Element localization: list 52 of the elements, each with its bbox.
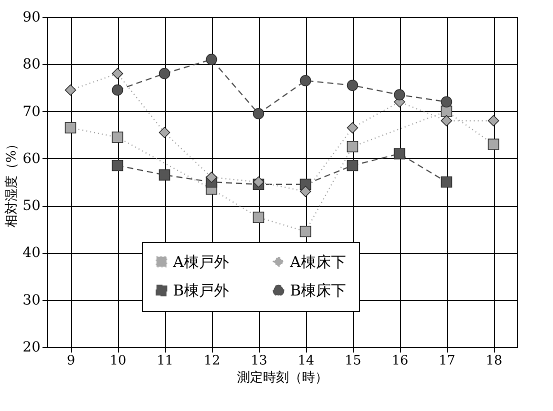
y-tick-label: 20 — [22, 340, 40, 356]
x-tick-label: 9 — [66, 354, 76, 368]
point — [206, 172, 218, 183]
y-tick-label: 60 — [22, 150, 40, 167]
point — [158, 68, 170, 80]
x-tick-label: 11 — [156, 354, 174, 368]
point — [394, 148, 406, 160]
point — [158, 126, 170, 138]
x-tick-label: 15 — [344, 354, 362, 368]
point — [300, 226, 312, 238]
y-tick-label: 50 — [22, 198, 40, 214]
legend-label: B棟戸外 — [173, 282, 230, 300]
y-tick-label: 80 — [22, 56, 40, 73]
point — [252, 108, 264, 120]
x-tick-label: 18 — [486, 354, 502, 368]
y-tick-label: 90 — [22, 10, 40, 26]
x-tick-label: 10 — [110, 354, 126, 368]
point — [300, 186, 312, 198]
legend-label: B棟床下 — [290, 282, 346, 300]
point — [346, 160, 358, 172]
point — [346, 80, 358, 91]
point — [346, 141, 358, 152]
point — [112, 84, 124, 96]
point — [112, 160, 124, 172]
point — [488, 115, 500, 126]
point — [440, 176, 452, 188]
point — [64, 84, 76, 96]
x-tick-label: 14 — [298, 354, 314, 368]
point — [252, 176, 264, 188]
x-tick-label: 13 — [250, 354, 268, 368]
x-tick-label: 12 — [204, 354, 220, 368]
y-tick-label: 40 — [22, 245, 40, 262]
point — [112, 132, 124, 143]
point — [346, 122, 358, 134]
legend-label: A棟戸外 — [172, 252, 229, 271]
point — [488, 138, 500, 150]
x-tick-label: 16 — [392, 354, 408, 368]
point — [206, 54, 218, 66]
point — [112, 68, 124, 80]
point — [158, 169, 170, 181]
point — [440, 115, 452, 126]
y-axis-title: 相対湿度（%） — [4, 137, 20, 228]
point — [64, 122, 76, 134]
x-tick-label: 17 — [438, 354, 456, 368]
point — [252, 212, 264, 223]
y-tick-label: 30 — [22, 292, 40, 308]
point — [300, 75, 312, 86]
y-tick-label: 70 — [22, 104, 40, 120]
point — [440, 96, 452, 108]
x-axis-title: 測定時刻（時） — [237, 370, 328, 386]
legend-label: A棟床下 — [289, 252, 346, 271]
point — [394, 89, 406, 100]
